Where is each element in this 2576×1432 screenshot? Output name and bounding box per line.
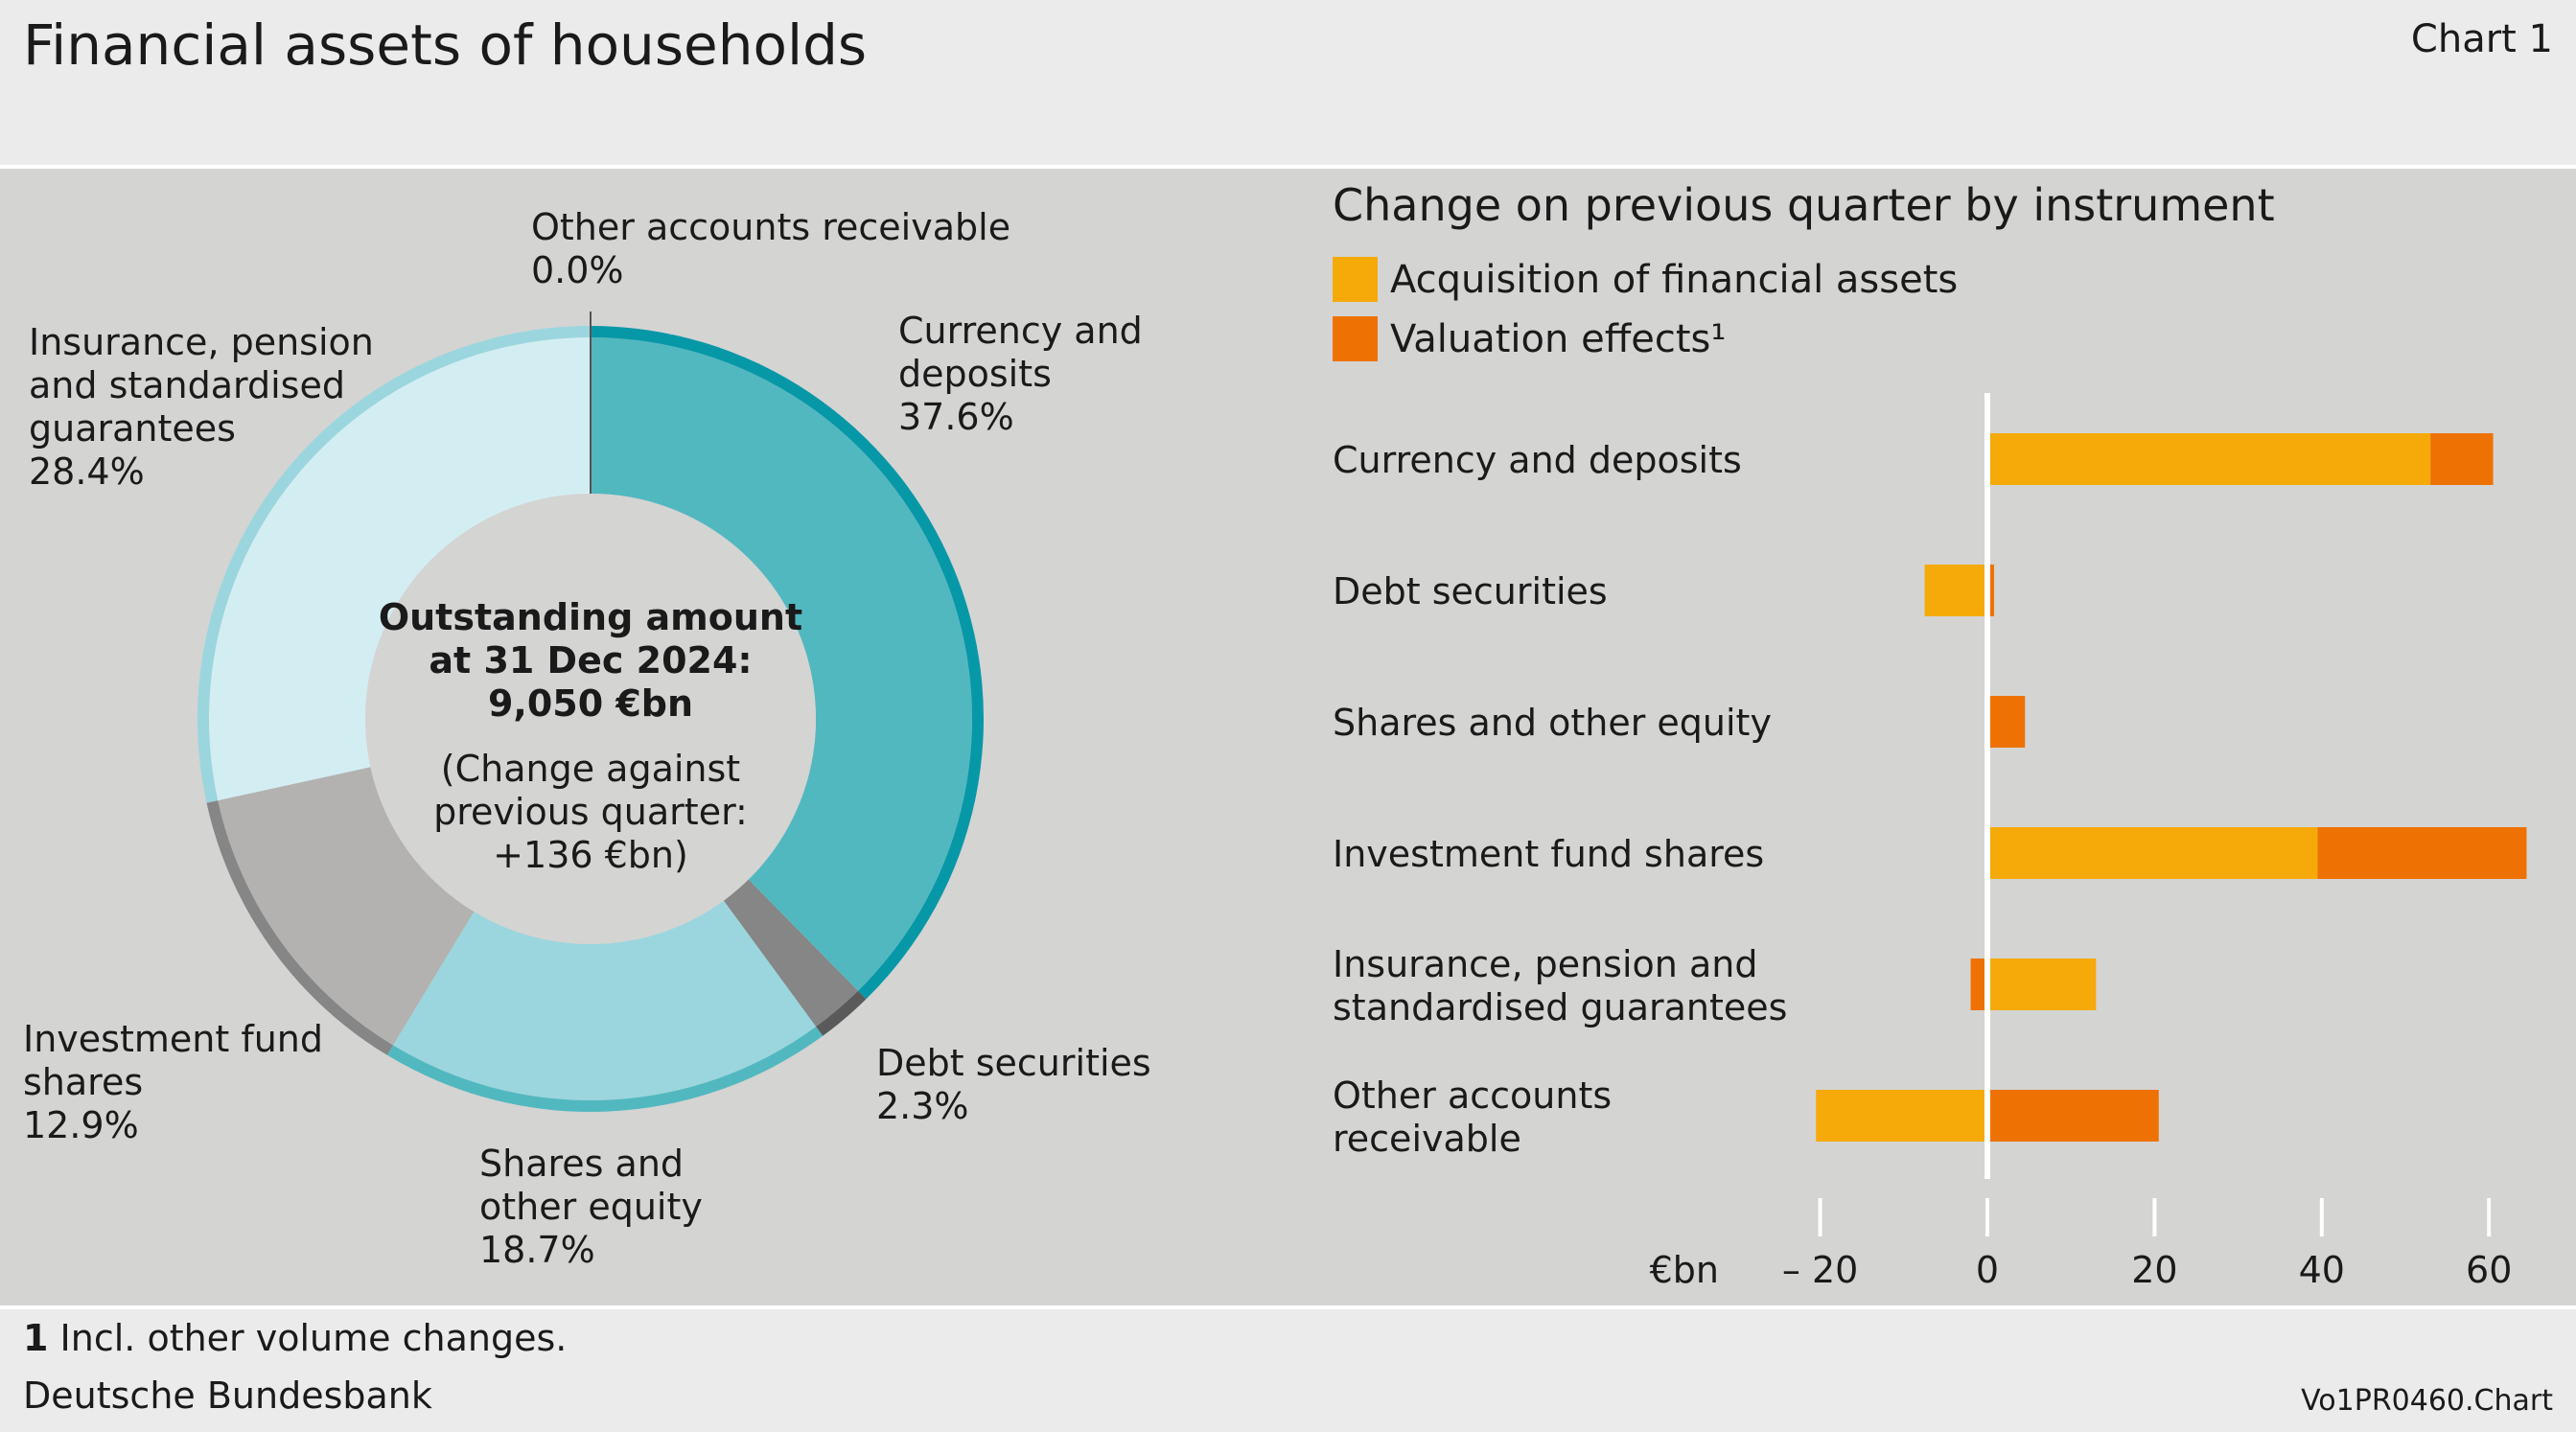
x-tick-label: 20 <box>2131 1249 2177 1291</box>
pie-slice-ring <box>386 1027 824 1112</box>
bar-segment <box>1987 959 2097 1010</box>
x-tick-label: – 20 <box>1782 1249 1858 1291</box>
pie-slice-label: Insurance, pension and standardised guaran… <box>29 321 374 493</box>
donut-hole <box>365 494 816 944</box>
pie-slice <box>723 879 858 1028</box>
pie-slice-label: Other accounts receivable 0.0% <box>531 206 1010 291</box>
bar-segment <box>1987 1090 2159 1142</box>
legend-swatch <box>1333 257 1378 302</box>
bar-segment <box>2317 827 2527 879</box>
pie-center-text: Outstanding amount at 31 Dec 2024: 9,050 €… <box>379 596 802 725</box>
bar-category-label: Shares and other equity <box>1333 702 1772 744</box>
x-tick-label: 40 <box>2299 1249 2345 1291</box>
bar-category-label: Investment fund shares <box>1333 833 1764 875</box>
bar-category-label: Insurance, pension and standardised guara… <box>1333 943 1787 1028</box>
pie-slice <box>591 337 972 991</box>
pie-center-subtext: (Change against previous quarter: +136 €bn… <box>433 748 748 876</box>
legend-label: Valuation effects¹ <box>1390 317 1726 361</box>
chart-number: Chart 1 <box>2410 17 2553 61</box>
pie-slice <box>392 900 817 1100</box>
bar-segment <box>1816 1090 1987 1142</box>
bar-segment <box>1924 565 1987 616</box>
bar-category-label: Other accounts receivable <box>1333 1074 1612 1160</box>
pie-slice-label: Debt securities 2.3% <box>876 1042 1151 1127</box>
pie-slice-label: Currency and deposits 37.6% <box>898 310 1143 438</box>
x-tick-label: 0 <box>1976 1249 1999 1291</box>
bar-segment <box>1987 433 2431 485</box>
footnote-text: Incl. other volume changes. <box>59 1317 568 1359</box>
source-label: Deutsche Bundesbank <box>23 1374 432 1417</box>
footnote: 1 Incl. other volume changes. <box>23 1315 567 1361</box>
bar-category-label: Debt securities <box>1333 570 1608 612</box>
pie-slice-ring <box>816 990 867 1036</box>
bar-segment <box>1987 696 2026 748</box>
pie-slice <box>208 337 591 801</box>
bar-chart-title: Change on previous quarter by instrument <box>1333 179 2275 231</box>
x-unit-label: €bn <box>1650 1249 1719 1291</box>
bar-category-label: Currency and deposits <box>1333 439 1742 481</box>
legend-swatch <box>1333 316 1378 361</box>
legend-label: Acquisition of financial assets <box>1390 258 1958 302</box>
chart-code: Vo1PR0460.Chart <box>2301 1384 2553 1418</box>
footnote-number: 1 <box>23 1317 49 1359</box>
bar-segment <box>1987 565 1994 616</box>
bar-segment <box>1987 827 2318 879</box>
bar-segment <box>2430 433 2494 485</box>
x-tick-label: 60 <box>2466 1249 2512 1291</box>
bar-segment <box>1970 959 1987 1010</box>
pie-slice-label: Shares and other equity 18.7% <box>479 1143 703 1271</box>
pie-slice-label: Investment fund shares 12.9% <box>23 1018 323 1146</box>
pie-slice <box>218 767 475 1046</box>
chart-title: Financial assets of households <box>23 12 868 78</box>
